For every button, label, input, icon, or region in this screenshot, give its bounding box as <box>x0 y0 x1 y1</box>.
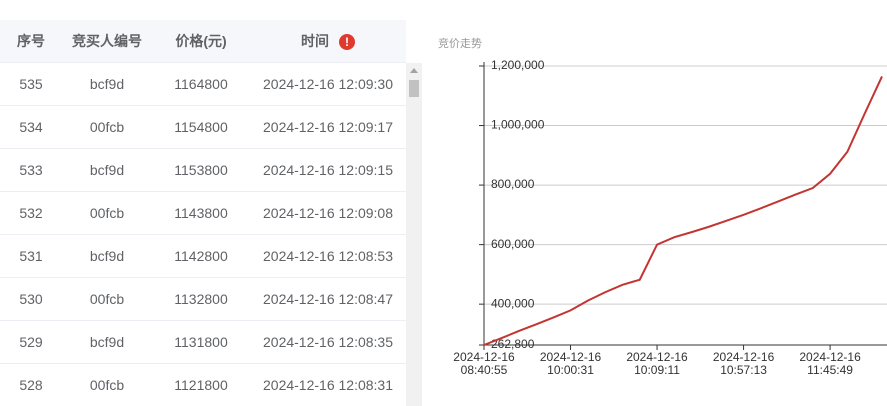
table-row: 528 00fcb 1121800 2024-12-16 12:08:31 <box>0 364 406 406</box>
table-cell: 2024-12-16 12:08:35 <box>263 334 393 350</box>
header-cell: 时间! <box>250 31 406 51</box>
chart-title: 竞价走势 <box>438 36 482 50</box>
table-cell: 00fcb <box>89 205 125 221</box>
table-row: 533 bcf9d 1153800 2024-12-16 12:09:15 <box>0 149 406 192</box>
header-cell: 序号 <box>0 31 62 51</box>
header-cell: 价格(元) <box>152 31 250 51</box>
table-cell: 535 <box>19 76 43 92</box>
table-cell: 00fcb <box>89 119 125 135</box>
table-cell: 1143800 <box>174 205 228 221</box>
table-cell: 1154800 <box>174 119 228 135</box>
y-tick-label: 262,800 <box>491 337 535 351</box>
table-cell: 1132800 <box>174 291 228 307</box>
y-tick-label: 1,200,000 <box>491 58 545 72</box>
y-tick-label: 400,000 <box>491 296 535 310</box>
x-tick-label: 2024-12-16 11:45:49 <box>799 350 861 377</box>
table-row: 535 bcf9d 1164800 2024-12-16 12:09:30 <box>0 63 406 106</box>
table-cell: 2024-12-16 12:08:31 <box>263 377 393 393</box>
table-cell: 2024-12-16 12:08:47 <box>263 291 393 307</box>
y-tick-label: 800,000 <box>491 177 535 191</box>
table-cell: bcf9d <box>89 248 125 264</box>
table-cell: 533 <box>19 162 43 178</box>
table-cell: bcf9d <box>89 162 125 178</box>
scroll-up-arrow <box>410 68 418 73</box>
table-row: 529 bcf9d 1131800 2024-12-16 12:08:35 <box>0 321 406 364</box>
price-line <box>483 76 883 346</box>
bid-table: 序号 竞买人编号 价格(元) 时间! 535 bcf9d 1164800 2024-12-16… <box>0 20 406 406</box>
x-tick-label: 2024-12-16 10:00:31 <box>539 350 602 377</box>
table-cell: 1121800 <box>174 377 228 393</box>
header-text: 价格(元) <box>175 33 227 49</box>
header-text: 时间 <box>301 33 329 49</box>
table-cell: 1164800 <box>174 76 228 92</box>
table-cell: 1142800 <box>174 248 228 264</box>
table-row: 534 00fcb 1154800 2024-12-16 12:09:17 <box>0 106 406 149</box>
table-cell: 1153800 <box>174 162 228 178</box>
table-cell: 1131800 <box>174 334 228 350</box>
y-tick-label: 1,000,000 <box>491 118 545 132</box>
table-cell: 2024-12-16 12:09:30 <box>263 76 393 92</box>
table-cell: 00fcb <box>89 377 125 393</box>
table-cell: 534 <box>19 119 43 135</box>
table-cell: 528 <box>19 377 43 393</box>
scrollbar-parts <box>409 68 419 97</box>
y-tick-label: 600,000 <box>491 237 535 251</box>
table-cell: 532 <box>19 205 43 221</box>
table-cell: 529 <box>19 334 43 350</box>
table-row: 530 00fcb 1132800 2024-12-16 12:08:47 <box>0 278 406 321</box>
table-cell: 531 <box>19 248 43 264</box>
header-text: 竞买人编号 <box>72 33 142 49</box>
table-cell: 2024-12-16 12:08:53 <box>263 248 393 264</box>
scrollbar[interactable] <box>406 63 422 406</box>
table-cell: bcf9d <box>89 76 125 92</box>
table-cell: 530 <box>19 291 43 307</box>
info-icon[interactable]: ! <box>339 34 355 51</box>
table-row: 531 bcf9d 1142800 2024-12-16 12:08:53 <box>0 235 406 278</box>
header-row: 序号 竞买人编号 价格(元) 时间! <box>0 20 406 63</box>
x-tick-label: 2024-12-16 10:09:11 <box>626 350 688 377</box>
table-cell: bcf9d <box>89 334 125 350</box>
table-cell: 2024-12-16 12:09:17 <box>263 119 393 135</box>
x-tick-label: 2024-12-16 10:57:13 <box>712 350 775 377</box>
table-cell: 00fcb <box>89 291 125 307</box>
x-tick-label: 2024-12-16 08:40:55 <box>453 350 515 377</box>
header-text: 序号 <box>17 33 45 49</box>
header-cell: 竞买人编号 <box>62 31 152 51</box>
table-cell: 2024-12-16 12:09:08 <box>263 205 393 221</box>
table-cell: 2024-12-16 12:09:15 <box>263 162 393 178</box>
scroll-thumb[interactable] <box>409 80 419 97</box>
table-row: 532 00fcb 1143800 2024-12-16 12:09:08 <box>0 192 406 235</box>
